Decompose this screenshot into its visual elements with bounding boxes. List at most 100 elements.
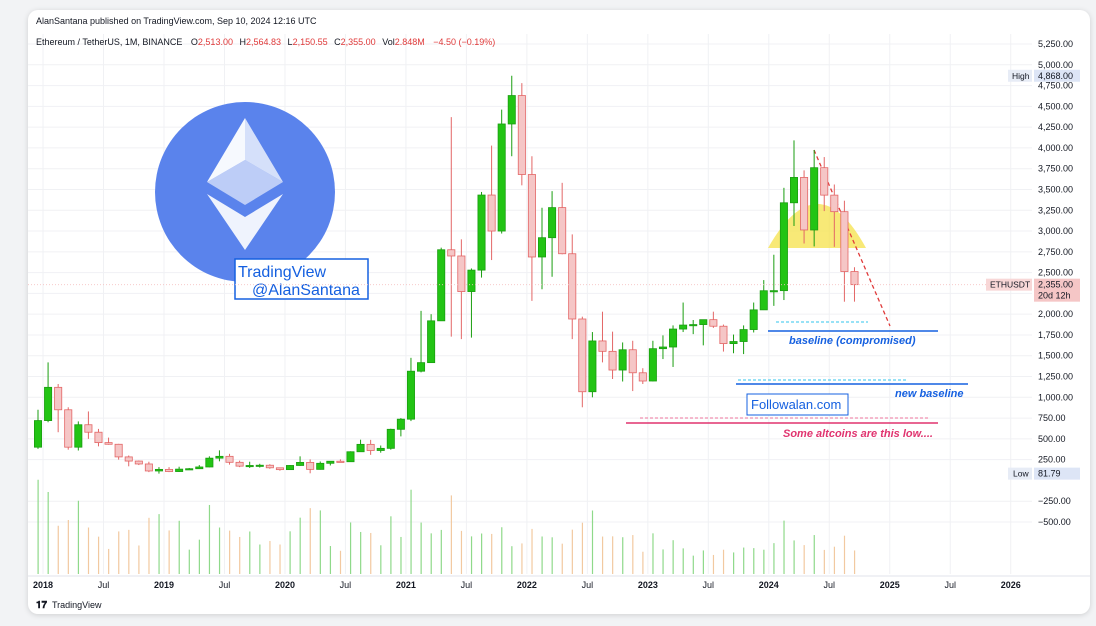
candle-body bbox=[820, 167, 829, 196]
candle-body bbox=[689, 324, 698, 327]
volume-bar bbox=[259, 544, 261, 574]
watermark-line2: @AlanSantana bbox=[252, 282, 360, 299]
price-tick: 500.00 bbox=[1038, 434, 1066, 444]
time-tick: Jul bbox=[461, 580, 473, 590]
volume-bar bbox=[128, 529, 130, 574]
candle-body bbox=[154, 468, 163, 472]
high-label: High bbox=[1012, 71, 1030, 81]
o-label: O bbox=[191, 37, 198, 47]
candle-body bbox=[548, 207, 557, 239]
candle-body bbox=[255, 464, 264, 467]
price-tick: 750.00 bbox=[1038, 413, 1066, 423]
candle-body bbox=[406, 370, 415, 420]
volume-bar bbox=[178, 520, 180, 574]
price-tick: 4,500.00 bbox=[1038, 101, 1073, 111]
candle-body bbox=[134, 460, 143, 465]
vol-label: Vol bbox=[382, 37, 395, 47]
candle-body bbox=[679, 324, 688, 330]
symbol-tag bbox=[986, 278, 1032, 291]
volume-bar bbox=[299, 517, 301, 574]
volume-bar bbox=[733, 552, 735, 574]
volume-bar bbox=[118, 531, 120, 574]
candle-body bbox=[447, 249, 456, 257]
tradingview-footer[interactable]: 𝟏𝟕 TradingView bbox=[36, 600, 102, 611]
volume-bar bbox=[551, 537, 553, 574]
volume-bar bbox=[370, 532, 372, 574]
candle-body bbox=[709, 319, 718, 327]
volume-bar bbox=[672, 540, 674, 574]
o-value: 2,513.00 bbox=[198, 37, 233, 47]
volume-bar bbox=[531, 528, 533, 574]
candle-body bbox=[578, 318, 587, 393]
candle-body bbox=[537, 237, 546, 258]
volume-bar bbox=[319, 510, 321, 574]
time-tick: 2023 bbox=[638, 580, 658, 590]
candle-body bbox=[598, 340, 607, 352]
volume-bar bbox=[843, 535, 846, 574]
volume-bar bbox=[581, 522, 584, 574]
symbol-name: Ethereum / TetherUS, 1M, BINANCE bbox=[36, 37, 182, 47]
price-tick: 1,250.00 bbox=[1038, 372, 1073, 382]
volume-bar bbox=[702, 550, 704, 574]
h-value: 2,564.83 bbox=[246, 37, 281, 47]
candle-body bbox=[175, 468, 184, 472]
price-tick: 250.00 bbox=[1038, 455, 1066, 465]
c-label: C bbox=[334, 37, 341, 47]
volume-bar bbox=[360, 531, 362, 574]
price-tick: 3,250.00 bbox=[1038, 205, 1073, 215]
candle-body bbox=[850, 271, 859, 286]
low-value-tag bbox=[1034, 467, 1080, 480]
high-value: 4,868.00 bbox=[1038, 71, 1073, 81]
price-tick: −500.00 bbox=[1038, 517, 1071, 527]
candle-body bbox=[769, 290, 778, 293]
volume-bar bbox=[561, 543, 563, 574]
time-tick: Jul bbox=[944, 580, 956, 590]
candle-body bbox=[840, 211, 849, 272]
grid bbox=[28, 34, 1032, 574]
volume-bar bbox=[158, 514, 160, 574]
volume-bar bbox=[390, 516, 392, 574]
volume-bar bbox=[632, 535, 634, 574]
volume-bar bbox=[833, 546, 836, 574]
candle-body bbox=[790, 177, 799, 204]
last-price: 2,355.00 bbox=[1038, 280, 1073, 290]
price-axis: 5,250.00 5,000.00 4,750.00 4,500.00 4,250.00… bbox=[28, 30, 1090, 580]
candle-body bbox=[386, 428, 395, 449]
volume-bar bbox=[682, 548, 684, 574]
candle-body bbox=[185, 468, 194, 471]
candle-body bbox=[54, 386, 63, 411]
c-value: 2,355.00 bbox=[341, 37, 376, 47]
ethereum-icon bbox=[155, 102, 335, 282]
time-tick: Jul bbox=[219, 580, 231, 590]
h-label: H bbox=[239, 37, 246, 47]
volume-bar bbox=[712, 554, 715, 574]
candles bbox=[34, 75, 859, 474]
volume-bar bbox=[823, 549, 825, 574]
volume-bar bbox=[67, 520, 69, 574]
candle-body bbox=[699, 319, 708, 325]
candle-body bbox=[195, 466, 204, 470]
altcoins-label: Some altcoins are this low.... bbox=[783, 428, 933, 440]
candle-body bbox=[779, 202, 788, 292]
volume-bar bbox=[783, 520, 785, 574]
candle-body bbox=[275, 467, 284, 471]
candle-body bbox=[477, 194, 486, 271]
volume-bar bbox=[460, 530, 463, 574]
annotations: baseline (compromised) new baseline Foll… bbox=[626, 321, 968, 440]
volume-bar bbox=[329, 546, 332, 574]
candle-body bbox=[457, 255, 466, 292]
volume-bar bbox=[249, 531, 251, 574]
volume-bars bbox=[37, 479, 856, 574]
new-baseline-label: new baseline bbox=[895, 388, 963, 400]
ohlc-line: Ethereum / TetherUS, 1M, BINANCE O2,513.… bbox=[36, 37, 495, 47]
candle-body bbox=[84, 424, 93, 433]
volume-bar bbox=[491, 533, 493, 574]
price-tick: 3,750.00 bbox=[1038, 164, 1073, 174]
volume-bar bbox=[87, 527, 90, 574]
candle-body bbox=[487, 194, 496, 232]
volume-bar bbox=[229, 530, 231, 574]
time-tick: 2022 bbox=[517, 580, 537, 590]
volume-bar bbox=[47, 492, 49, 574]
candle-body bbox=[437, 249, 446, 322]
volume-bar bbox=[753, 548, 755, 574]
